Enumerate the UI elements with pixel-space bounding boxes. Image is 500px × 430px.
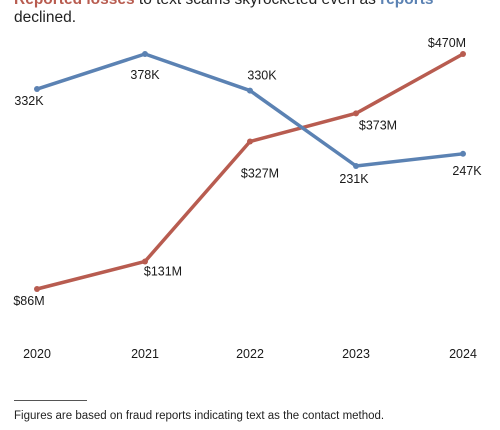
losses-point [460, 51, 466, 57]
chart-subtitle: Reported losses to text scams skyrockete… [14, 0, 484, 27]
line-chart: $86M $131M $327M $373M $470M 332K 378K 330K 231… [13, 36, 482, 361]
losses-data-label: $327M [241, 167, 279, 181]
losses-data-labels: $86M $131M $327M $373M $470M [13, 36, 466, 308]
losses-data-label: $86M [13, 294, 44, 308]
reports-data-labels: 332K 378K 330K 231K 247K [14, 68, 482, 186]
reports-data-label: 330K [247, 69, 277, 83]
reports-point [247, 87, 253, 94]
reports-point [34, 86, 40, 93]
losses-point [247, 138, 253, 145]
reports-data-label: 231K [339, 172, 369, 186]
reports-point [460, 150, 466, 157]
x-tick-label: 2022 [236, 347, 264, 361]
x-tick-label: 2021 [131, 347, 159, 361]
subtitle-reports-term: reports [380, 0, 433, 8]
losses-point [142, 258, 148, 265]
x-tick-label: 2020 [23, 347, 51, 361]
losses-point [353, 110, 359, 117]
reports-point [353, 163, 359, 169]
x-tick-labels: 2020 2021 2022 2023 2024 [23, 347, 477, 361]
losses-data-label: $470M [428, 36, 466, 50]
reports-data-label: 247K [452, 164, 482, 178]
footnote: Figures are based on fraud reports indic… [14, 410, 385, 422]
footnote-divider [14, 400, 87, 401]
losses-data-label: $373M [359, 118, 397, 132]
losses-data-label: $131M [144, 264, 182, 278]
x-tick-label: 2023 [342, 347, 370, 361]
subtitle-end-text: declined. [14, 9, 77, 26]
x-tick-label: 2024 [449, 347, 477, 361]
reports-data-label: 378K [130, 68, 160, 82]
reports-data-label: 332K [14, 94, 44, 108]
subtitle-middle-text: to text scams skyrocketed even as [135, 0, 381, 8]
losses-point [34, 286, 40, 292]
reports-points [34, 51, 466, 169]
reports-point [142, 51, 148, 57]
subtitle-losses-term: Reported losses [14, 0, 135, 8]
losses-points [34, 51, 466, 292]
